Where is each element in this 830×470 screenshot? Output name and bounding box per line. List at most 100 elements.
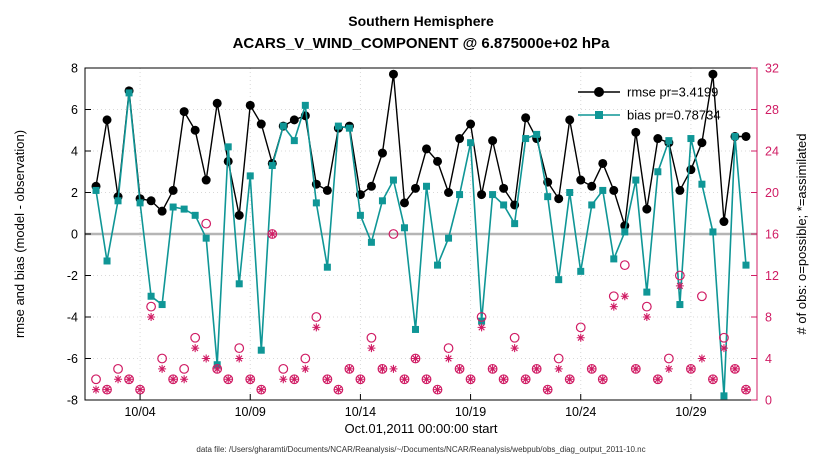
assimilated-obs-marker bbox=[246, 375, 255, 384]
assimilated-obs-marker bbox=[565, 375, 574, 384]
possible-obs-marker bbox=[410, 353, 421, 364]
assimilated-obs-marker bbox=[378, 364, 387, 373]
bias-marker bbox=[654, 168, 662, 176]
legend-bias-marker bbox=[595, 111, 603, 119]
right-y-axis-label: # of obs: o=possible; *=assimilated bbox=[794, 134, 809, 335]
right-y-tick-label: 12 bbox=[765, 269, 779, 283]
possible-obs-marker bbox=[553, 353, 564, 364]
possible-obs-marker bbox=[322, 374, 333, 385]
bias-marker bbox=[312, 199, 320, 207]
right-y-tick-label: 0 bbox=[765, 394, 772, 408]
possible-obs-marker bbox=[377, 363, 388, 374]
rmse-marker bbox=[190, 125, 200, 135]
possible-obs-marker bbox=[245, 374, 256, 385]
assimilated-obs-marker bbox=[675, 281, 684, 290]
bias-marker bbox=[268, 162, 276, 170]
possible-obs-marker bbox=[476, 312, 487, 322]
possible-obs-marker bbox=[135, 384, 145, 395]
right-y-tick-label: 32 bbox=[765, 62, 779, 76]
assimilated-obs-marker bbox=[125, 375, 134, 384]
bias-marker bbox=[257, 346, 265, 354]
bias-marker bbox=[522, 135, 530, 143]
possible-obs-marker bbox=[697, 291, 707, 302]
rmse-marker bbox=[422, 144, 432, 154]
left-y-tick-label: 4 bbox=[71, 145, 78, 159]
bias-marker bbox=[191, 211, 199, 219]
possible-obs-marker bbox=[509, 332, 520, 343]
bias-marker bbox=[742, 261, 750, 269]
left-y-tick-label: -4 bbox=[67, 311, 78, 325]
possible-obs-marker bbox=[652, 374, 663, 385]
rmse-series bbox=[91, 69, 751, 231]
assimilated-obs-marker bbox=[411, 354, 420, 363]
bias-marker bbox=[632, 176, 640, 184]
possible-obs-marker bbox=[597, 374, 608, 385]
bias-marker bbox=[643, 288, 651, 296]
rmse-marker bbox=[433, 156, 443, 166]
bias-marker bbox=[224, 143, 232, 151]
assimilated-obs-marker bbox=[103, 385, 112, 394]
assimilated-obs-marker bbox=[455, 364, 464, 373]
rmse-marker bbox=[245, 100, 255, 110]
assimilated-obs-marker bbox=[136, 385, 145, 394]
rmse-marker bbox=[477, 190, 487, 200]
left-y-tick-label: 0 bbox=[71, 228, 78, 242]
possible-obs-marker bbox=[113, 363, 123, 374]
possible-obs-marker bbox=[311, 312, 322, 322]
bias-marker bbox=[246, 172, 254, 180]
assimilated-obs-marker bbox=[499, 375, 508, 384]
left-y-tick-label: 8 bbox=[71, 62, 78, 76]
possible-obs-marker bbox=[641, 301, 652, 312]
assimilated-obs-marker bbox=[686, 364, 695, 373]
assimilated-obs-marker bbox=[741, 385, 750, 394]
plot-title: Southern Hemisphere bbox=[348, 13, 494, 29]
assimilated-obs-marker bbox=[224, 375, 233, 384]
assimilated-obs-marker bbox=[114, 375, 123, 384]
bias-marker bbox=[489, 191, 497, 199]
rmse-marker bbox=[565, 115, 575, 125]
bias-marker bbox=[665, 137, 673, 145]
rmse-marker bbox=[499, 183, 509, 193]
series-lines bbox=[91, 69, 751, 400]
possible-obs-marker bbox=[289, 374, 300, 385]
assimilated-obs-marker bbox=[642, 313, 651, 321]
possible-obs-marker bbox=[146, 301, 156, 312]
bias-marker bbox=[345, 124, 353, 132]
assimilated-obs-marker bbox=[323, 375, 332, 384]
bias-marker bbox=[279, 122, 287, 130]
x-axis-label: Oct.01,2011 00:00:00 start bbox=[345, 421, 498, 436]
possible-obs-marker bbox=[157, 353, 168, 364]
possible-obs-marker bbox=[300, 353, 311, 364]
bias-marker bbox=[114, 197, 122, 205]
rmse-marker bbox=[212, 98, 222, 108]
assimilated-obs-marker bbox=[191, 344, 200, 353]
plot-subtitle: ACARS_V_WIND_COMPONENT @ 6.875000e+02 hP… bbox=[233, 35, 611, 52]
rmse-marker bbox=[234, 210, 244, 220]
assimilated-obs-marker bbox=[510, 344, 519, 353]
x-tick-label: 10/04 bbox=[124, 405, 155, 419]
bias-series bbox=[92, 89, 750, 400]
bias-marker bbox=[544, 193, 552, 201]
assimilated-obs-marker bbox=[301, 364, 310, 373]
assimilated-obs-marker bbox=[664, 364, 673, 373]
rmse-marker bbox=[366, 181, 376, 191]
rmse-marker bbox=[102, 115, 112, 125]
assimilated-obs-marker bbox=[334, 385, 343, 394]
bias-marker bbox=[103, 257, 111, 265]
bias-marker bbox=[698, 180, 706, 188]
assimilated-obs-marker bbox=[554, 364, 563, 373]
assimilated-obs-marker bbox=[268, 230, 277, 238]
assimilated-obs-marker bbox=[257, 385, 266, 394]
bias-marker bbox=[720, 392, 728, 400]
possible-obs-marker bbox=[719, 332, 729, 343]
bias-marker bbox=[411, 325, 419, 333]
rmse-marker bbox=[521, 113, 531, 123]
assimilated-obs-marker bbox=[180, 375, 189, 384]
possible-obs-marker bbox=[267, 229, 278, 239]
possible-obs-marker bbox=[454, 363, 465, 374]
possible-obs-marker bbox=[212, 363, 223, 374]
assimilated-obs-marker bbox=[719, 344, 728, 353]
rmse-marker bbox=[708, 69, 718, 79]
bias-marker bbox=[434, 261, 442, 269]
possible-obs-marker bbox=[333, 384, 344, 395]
